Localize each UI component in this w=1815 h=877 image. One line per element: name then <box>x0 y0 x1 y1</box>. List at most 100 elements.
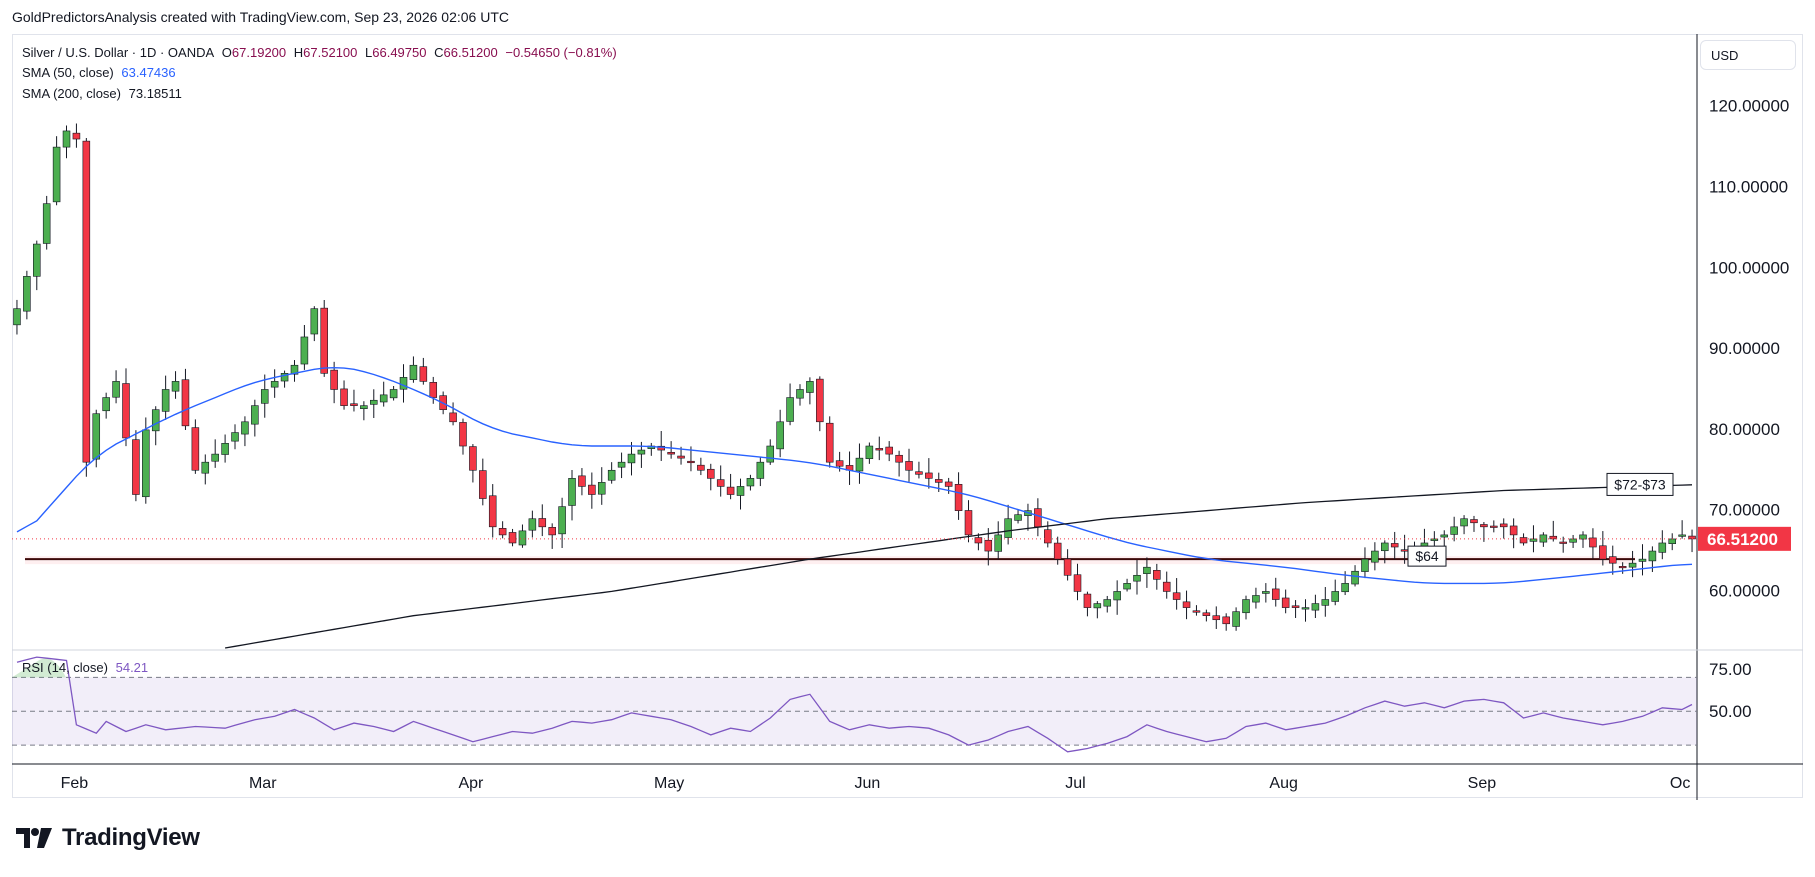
candle-down <box>419 366 428 382</box>
price-tick-label: 70.00000 <box>1709 501 1780 520</box>
candle-up <box>558 506 566 535</box>
candle-up <box>568 478 576 506</box>
candle-up <box>1668 538 1676 544</box>
symbol-name: Silver / U.S. Dollar · 1D · OANDA <box>22 45 215 60</box>
high-label: H <box>293 45 304 60</box>
candle-down <box>340 388 348 406</box>
candle-up <box>1103 599 1112 607</box>
candle-up <box>1242 599 1250 614</box>
price-tick-label: 100.00000 <box>1709 258 1789 277</box>
candle-down <box>1153 570 1161 580</box>
candle-down <box>1222 616 1230 625</box>
candle-down <box>132 439 140 495</box>
candle-up <box>597 482 606 495</box>
chart-header: GoldPredictorsAnalysis created with Trad… <box>12 9 509 25</box>
candle-up <box>221 443 229 455</box>
candle-down <box>835 460 844 467</box>
annotation-label-resistance: $72-$73 <box>1614 476 1666 492</box>
candle-up <box>1658 542 1667 553</box>
candle-up <box>260 389 269 404</box>
candle-up <box>1014 514 1022 521</box>
candle-down <box>1063 558 1072 576</box>
time-tick-label: May <box>654 775 684 792</box>
candle-down <box>875 448 884 451</box>
candle-down <box>1400 549 1409 552</box>
candle-up <box>1539 534 1548 543</box>
candle-down <box>1162 581 1171 592</box>
candle-up <box>1143 566 1151 574</box>
candle-down <box>1589 537 1597 548</box>
candle-up <box>1133 574 1141 582</box>
candle-up <box>280 373 289 382</box>
candle-down <box>122 383 130 439</box>
candle-down <box>1083 593 1092 608</box>
change-value: −0.54650 (−0.81%) <box>505 45 617 60</box>
tradingview-logo[interactable]: TradingView <box>14 824 200 852</box>
time-tick-label: Aug <box>1269 775 1297 792</box>
candle-up <box>1341 583 1349 593</box>
candle-down <box>588 484 596 495</box>
candle-up <box>1440 534 1449 538</box>
candle-up <box>1529 538 1538 542</box>
time-tick-label: Jun <box>854 775 880 792</box>
candle-down <box>1559 541 1567 544</box>
tradingview-logo-icon <box>16 828 52 848</box>
candle-up <box>637 449 646 455</box>
candle-up <box>92 413 101 460</box>
open-value: 67.19200 <box>231 45 287 60</box>
candle-up <box>142 429 150 498</box>
candle-down <box>1599 545 1607 560</box>
candle-up <box>1638 558 1647 562</box>
candle-down <box>905 461 913 471</box>
candle-down <box>974 537 983 544</box>
sma50-legend: SMA (50, close) 63.47436 <box>22 65 180 80</box>
candle-down <box>320 307 328 374</box>
candle-down <box>1470 519 1478 524</box>
time-tick-label: Oc <box>1670 775 1690 792</box>
candle-down <box>72 132 81 140</box>
candle-down <box>488 495 497 528</box>
candle-up <box>52 146 61 203</box>
candle-down <box>1490 525 1498 528</box>
candle-up <box>1430 538 1439 541</box>
candle-up <box>33 243 41 277</box>
candle-up <box>310 308 319 335</box>
currency-selector[interactable]: USD <box>1700 40 1796 70</box>
sma200-legend: SMA (200, close) 73.18511 <box>22 86 186 101</box>
candle-down <box>925 472 933 479</box>
candle-up <box>746 478 755 487</box>
candle-down <box>479 470 487 499</box>
candle-up <box>151 409 160 432</box>
sma50-value: 63.47436 <box>121 65 176 80</box>
time-tick-label: Jul <box>1065 775 1085 792</box>
candle-up <box>1678 534 1686 537</box>
candle-down <box>498 528 507 536</box>
candle-up <box>994 534 1002 552</box>
candle-up <box>1004 518 1012 538</box>
last-price-badge <box>1698 526 1791 551</box>
candle-up <box>1301 607 1310 610</box>
candle-up <box>1579 534 1587 540</box>
candle-up <box>102 397 110 412</box>
candle-up <box>1361 558 1369 572</box>
price-tick-label: 110.00000 <box>1709 178 1788 197</box>
candle-down <box>191 427 200 471</box>
candle-down <box>1618 566 1627 569</box>
sma50-line <box>16 366 1693 585</box>
candle-down <box>1480 524 1488 528</box>
high-value: 67.52100 <box>303 45 358 60</box>
candle-down <box>1291 605 1300 608</box>
candle-up <box>379 394 388 403</box>
candle-up <box>1311 603 1320 611</box>
candle-down <box>1192 610 1201 613</box>
last-price-label: 66.51200 <box>1707 530 1778 549</box>
rsi-tick-label: 50.00 <box>1709 702 1752 721</box>
candle-down <box>469 446 477 471</box>
candle-up <box>786 397 794 422</box>
candle-down <box>697 464 705 471</box>
candle-up <box>607 469 616 481</box>
candle-down <box>687 460 695 464</box>
candle-down <box>667 452 675 455</box>
candle-up <box>112 381 120 398</box>
